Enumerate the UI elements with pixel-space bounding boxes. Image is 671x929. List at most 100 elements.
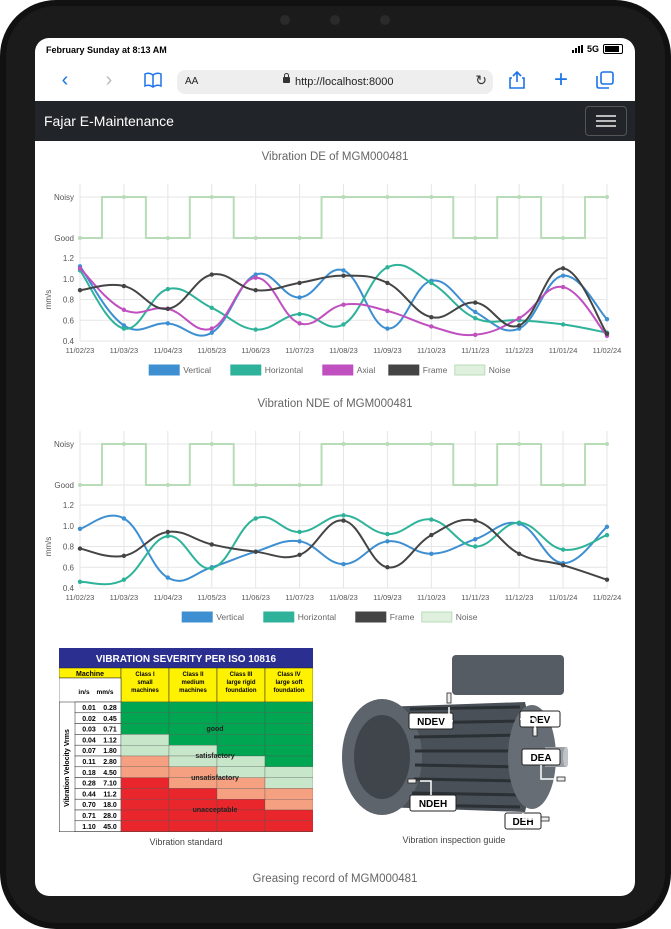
table-value: 0.44 [82,791,96,798]
class-label: Class IV [277,672,300,678]
legend-item-axial[interactable]: Axial [322,364,376,376]
class-label: foundation [274,688,305,694]
tabs-icon[interactable] [593,68,617,92]
zone-cell [264,745,313,757]
data-point-vertical [121,516,127,521]
x-tick-label: 11/02/23 [66,593,95,602]
data-point-horizontal [604,532,610,538]
noise-point [429,442,434,446]
data-point-frame [165,306,171,312]
legend-item-noise[interactable]: Noise [421,611,478,623]
class-header [216,667,266,703]
legend-item-vertical[interactable]: Vertical [181,611,244,623]
x-tick-label: 11/09/23 [373,593,402,602]
y-axis-label: mm/s [44,290,53,310]
zone-cell [264,799,313,811]
legend-swatch [355,611,387,623]
data-point-axial [209,326,214,331]
zone-cell [120,734,170,746]
data-point-frame [209,542,214,547]
caption-standard: Vibration standard [149,837,223,847]
noise-tick-label: Good [54,234,74,243]
zone-cell [264,723,313,735]
legend-label: Vertical [183,365,211,375]
zone-cell [216,723,266,735]
table-value: 0.28 [103,705,117,712]
noise-point [121,442,126,446]
data-point-frame [165,529,171,535]
reload-icon[interactable]: ↻ [475,72,487,88]
noise-point [341,442,346,446]
x-tick-label: 11/03/23 [110,346,139,355]
data-point-vertical [121,323,127,328]
legend-swatch [388,364,420,376]
motor-image: NDEV DEV NDEH DEA DEH [340,647,568,833]
x-tick-label: 11/10/23 [417,346,446,355]
legend-item-frame[interactable]: Frame [388,364,448,376]
zone-cell [264,788,313,800]
sensor-icon [446,692,452,704]
data-point-axial [429,324,434,329]
data-point-horizontal [560,547,566,552]
brand-title[interactable]: Fajar E-Maintenance [44,113,174,129]
data-point-frame [560,562,566,568]
label-dea: DEA [530,753,551,764]
url-text[interactable]: http://localhost:8000 [295,76,394,88]
bookmarks-icon[interactable] [141,68,165,92]
forward-icon[interactable]: › [105,69,113,91]
data-point-axial [121,307,127,313]
legend-item-noise[interactable]: Noise [454,364,511,376]
data-point-vertical [604,317,610,322]
data-point-vertical [297,539,302,544]
legend-item-vertical[interactable]: Vertical [148,364,211,376]
menu-toggle-button[interactable] [585,106,627,136]
back-icon[interactable]: ‹ [61,69,69,91]
data-point-horizontal [165,286,171,292]
data-point-horizontal [473,315,478,321]
data-point-horizontal [473,544,478,549]
zone-cell [264,701,313,713]
address-bar[interactable]: AA http://localhost:8000 ↻ [177,70,493,94]
reader-aa-button[interactable]: AA [185,76,199,87]
legend-item-frame[interactable]: Frame [355,611,415,623]
unit-label: mm/s [97,689,114,696]
machine-label: Machine [76,671,104,678]
chart-title-nde: Vibration NDE of MGM000481 [257,398,413,410]
data-point-horizontal [516,520,522,525]
legend-swatch [181,611,213,623]
zone-cell [216,820,266,832]
noise-point [385,195,390,199]
legend-label: Noise [456,612,478,622]
legend-item-horizontal[interactable]: Horizontal [230,364,303,376]
x-tick-label: 11/01/24 [549,346,578,355]
noise-point [341,195,346,199]
data-point-vertical [473,537,478,542]
legend-label: Frame [423,365,448,375]
table-value: 0.71 [82,813,96,820]
app-navbar: Fajar E-Maintenance [35,101,635,141]
zone-cell [264,755,313,767]
zone-cell [216,712,266,724]
legend-item-horizontal[interactable]: Horizontal [263,611,336,623]
new-tab-icon[interactable]: + [553,66,568,93]
y-tick-label: 0.4 [63,337,75,346]
class-label: medium [181,680,204,686]
greasing-section-title: Greasing record of MGM000481 [252,873,418,885]
share-icon[interactable] [505,68,529,92]
x-tick-label: 11/02/24 [593,593,622,602]
table-value: 0.28 [82,781,96,788]
chart-nde: Noisy Good 1.2 1.0 0.8 0.6 0.4 mm/s 11/02/23 11/0… [44,431,622,623]
legend-label: Horizontal [265,365,303,375]
series-line-noise [80,443,607,486]
noise-tick-label: Good [54,481,74,490]
data-point-frame [385,565,390,570]
class-label: machines [131,688,159,694]
table-value: 0.11 [82,759,95,766]
zone-cell [168,734,218,746]
noise-point [297,483,302,487]
label-dev: DEV [530,715,551,726]
legend-swatch [454,364,486,376]
zone-cell [120,701,170,713]
zone-label: satisfactory [195,753,234,760]
noise-point [297,236,302,240]
